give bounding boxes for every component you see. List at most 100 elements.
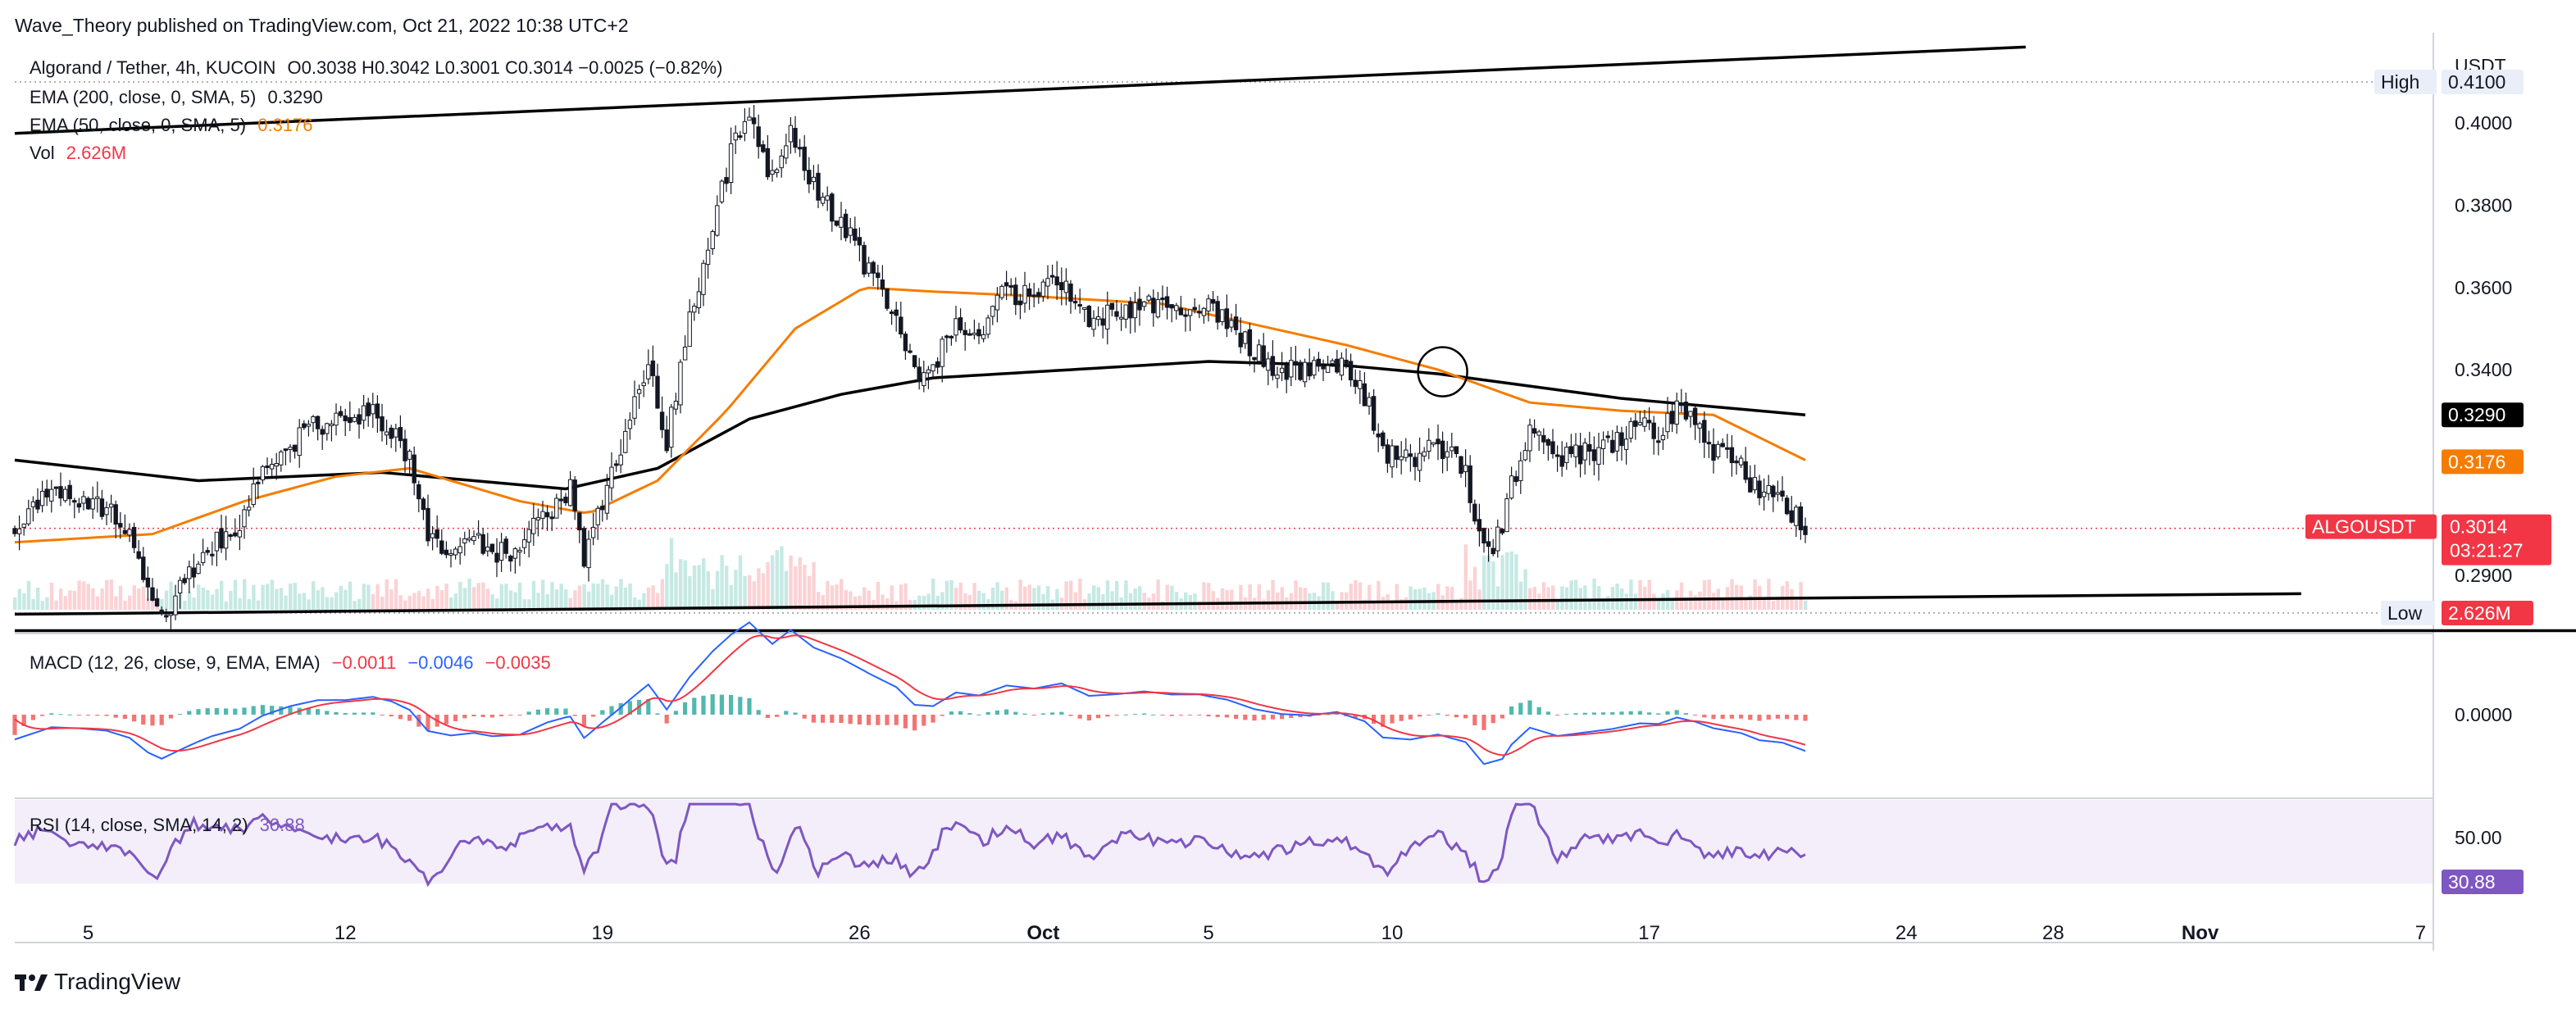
volume-bar: [858, 595, 862, 610]
volume-bar: [1096, 587, 1100, 610]
legend-volume[interactable]: Vol 2.626M: [30, 143, 126, 164]
time-tick: Nov: [2182, 922, 2219, 944]
macd-histogram-bar: [1252, 715, 1257, 721]
macd-histogram-bar: [994, 710, 999, 715]
volume-bar: [633, 597, 637, 610]
candle-body: [646, 364, 651, 379]
volume-bar: [375, 584, 380, 610]
candle-body: [338, 411, 344, 416]
candle-body: [715, 205, 720, 236]
candle-body: [1201, 307, 1207, 316]
candle-body: [1509, 475, 1514, 499]
candle-body: [1146, 295, 1151, 301]
volume-bar: [325, 597, 330, 610]
candle-body: [1174, 305, 1179, 311]
candle-body: [1095, 316, 1101, 320]
time-tick: 12: [335, 922, 357, 944]
volume-bar: [1564, 587, 1569, 610]
volume-bar: [981, 593, 985, 610]
volume-bar: [380, 596, 385, 610]
volume-bar: [49, 582, 54, 610]
legend-ema200[interactable]: EMA (200, close, 0, SMA, 5) 0.3290: [30, 87, 323, 108]
macd-histogram-bar: [1224, 715, 1229, 718]
volume-bar: [1656, 599, 1661, 610]
volume-bar: [293, 583, 297, 610]
volume-bar: [1211, 591, 1215, 610]
candle-body: [246, 506, 252, 511]
volume-bar: [366, 584, 371, 610]
candle-body: [747, 116, 752, 121]
candle-body: [1339, 357, 1345, 376]
volume-bar: [416, 591, 421, 610]
volume-bar: [1299, 587, 1303, 610]
candle-body: [1665, 412, 1670, 433]
legend-ema50[interactable]: EMA (50, close, 0, SMA, 5) 0.3176: [30, 115, 313, 136]
candle-body: [448, 552, 453, 556]
volume-bar: [435, 585, 439, 610]
macd-histogram-bar: [334, 711, 339, 715]
macd-histogram-bar: [683, 702, 688, 715]
legend-rsi[interactable]: RSI (14, close, SMA, 14, 2) 30.88: [30, 815, 305, 836]
macd-histogram-bar: [940, 715, 944, 716]
volume-bar: [458, 581, 462, 610]
candle-body: [357, 414, 362, 425]
volume-bar: [36, 587, 40, 610]
macd-histogram-bar: [848, 715, 853, 725]
volume-bar: [279, 588, 284, 610]
candle-body: [302, 423, 307, 429]
volume-bar: [1161, 601, 1165, 610]
candle-body: [320, 429, 325, 435]
candle-body: [283, 448, 289, 452]
candle-body: [233, 532, 238, 537]
candle-body: [1128, 301, 1133, 319]
volume-bar: [1555, 601, 1559, 610]
candle-body: [1495, 526, 1500, 552]
candle-body: [1054, 276, 1059, 286]
candle-body: [1404, 449, 1409, 458]
candle-body: [1748, 477, 1753, 493]
candle-body: [558, 498, 564, 502]
candle-body: [563, 497, 568, 503]
candle-body: [1335, 358, 1340, 373]
volume-bar: [1541, 582, 1546, 610]
candle-body: [1399, 456, 1404, 461]
volume-bar: [748, 575, 752, 610]
macd-histogram-bar: [867, 715, 872, 725]
macd-histogram-bar: [1683, 713, 1688, 715]
volume-bar: [224, 601, 228, 610]
volume-bar: [674, 572, 678, 610]
candle-body: [1596, 447, 1601, 465]
macd-histogram-bar: [738, 697, 743, 715]
volume-bar: [637, 599, 641, 610]
macd-histogram-bar: [1647, 712, 1652, 715]
volume-bar: [899, 584, 903, 610]
macd-histogram-bar: [756, 710, 761, 715]
volume-bar: [1744, 597, 1748, 610]
volume-bar: [1702, 579, 1707, 610]
volume-bar: [1698, 591, 1702, 610]
candle-body: [384, 431, 389, 436]
candle-body: [673, 401, 679, 410]
trendlines: [14, 45, 2576, 633]
volume-bar: [353, 601, 357, 610]
volume-bar: [95, 596, 100, 610]
volume-bar: [192, 597, 196, 610]
candle-body: [908, 350, 913, 353]
volume-bar: [821, 594, 825, 610]
candle-body: [949, 335, 954, 338]
candle-body: [899, 316, 903, 335]
volume-bar: [472, 587, 476, 610]
volume-bar: [398, 595, 403, 610]
candle-body: [577, 512, 582, 531]
candle-body: [462, 538, 467, 543]
candle-body: [641, 382, 646, 386]
candle-body: [724, 177, 729, 184]
tradingview-logo[interactable]: TradingView: [15, 969, 180, 995]
candle-body: [1164, 296, 1170, 308]
ema50-path: [14, 286, 1806, 544]
volume-bar: [1404, 597, 1409, 610]
candle-body: [1422, 451, 1427, 457]
volume-bar: [729, 584, 733, 610]
legend-macd[interactable]: MACD (12, 26, close, 9, EMA, EMA) −0.001…: [30, 652, 551, 674]
